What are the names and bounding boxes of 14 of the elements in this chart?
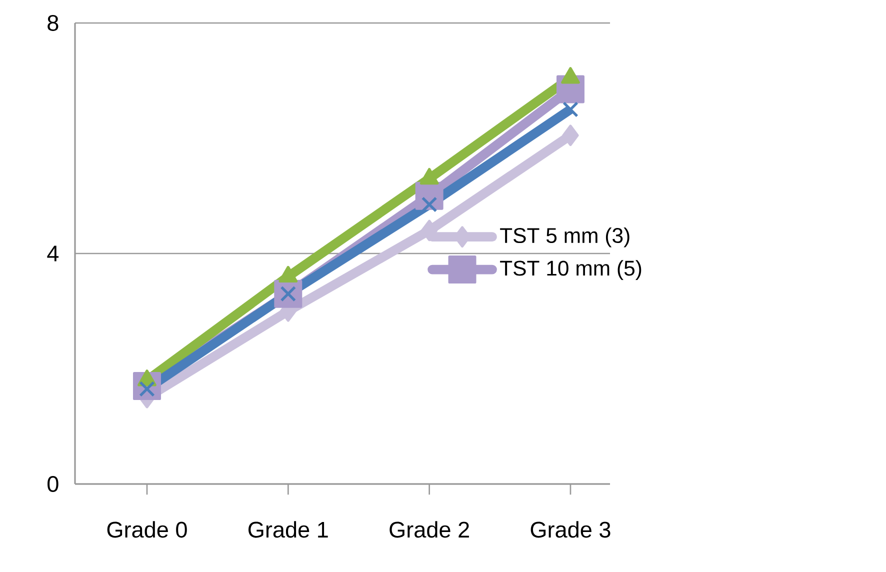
x-tick-label: Grade 1	[248, 521, 328, 538]
x-tick-label: Grade 3	[530, 521, 610, 538]
y-tick-label: 0	[48, 476, 58, 492]
y-tick-label: 8	[48, 14, 58, 31]
point	[139, 380, 155, 397]
legend-label: TST 5 mm (3)	[500, 227, 630, 248]
point	[421, 196, 438, 212]
x-tick-label: Grade 2	[390, 521, 469, 538]
y-tick-label: 4	[47, 246, 59, 262]
legend-label: TST 10 mm (5)	[500, 260, 642, 280]
point	[280, 286, 296, 302]
point	[562, 124, 579, 146]
point	[562, 102, 578, 118]
x-tick-label: Grade 0	[107, 521, 187, 538]
